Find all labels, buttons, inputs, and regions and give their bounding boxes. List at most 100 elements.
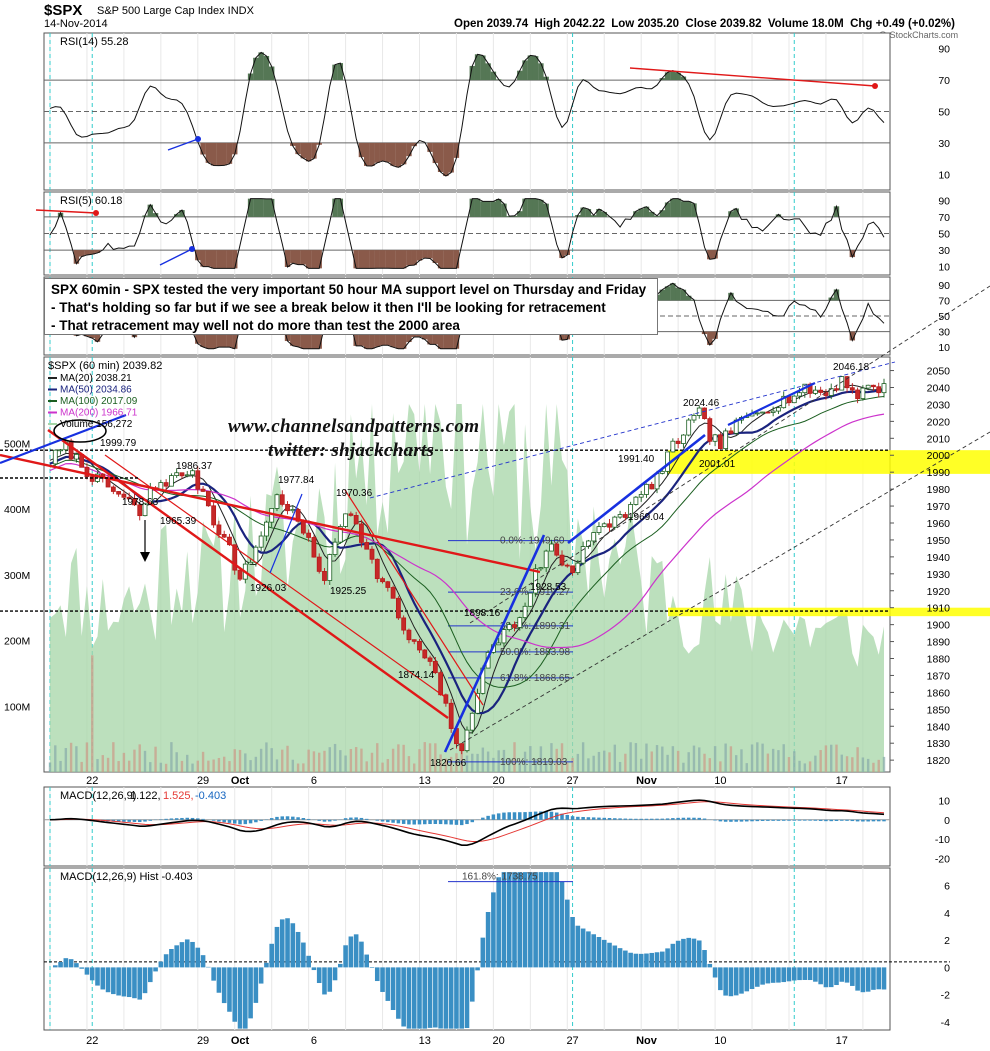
macd-tick-label: 10 <box>938 795 950 807</box>
x-tick-label: 27 <box>566 1035 578 1047</box>
price-tick-label: 1970 <box>927 501 951 513</box>
candle-body <box>295 509 301 522</box>
price-annotation: 1965.39 <box>160 516 197 527</box>
candle-body <box>649 483 655 490</box>
volume-bar <box>281 749 284 772</box>
volume-bar <box>64 748 68 772</box>
candle-body <box>348 513 354 516</box>
volume-bar <box>149 762 152 772</box>
price-annotation: 1999.79 <box>100 438 137 449</box>
volume-bar <box>154 746 157 772</box>
volume-bar <box>539 746 543 772</box>
candle-body <box>184 474 190 477</box>
volume-bar <box>344 755 347 772</box>
rsi-tick-label: 10 <box>938 262 950 274</box>
volume-bar <box>724 743 727 772</box>
candle-body <box>110 486 116 492</box>
price-tick-label: 1830 <box>927 738 951 750</box>
volume-bar <box>391 748 395 772</box>
volume-bar <box>571 757 574 772</box>
candle-body <box>126 496 132 500</box>
price-tick-label: 1840 <box>927 721 951 733</box>
trend-blue <box>727 382 816 426</box>
volume-bar <box>566 762 569 772</box>
x-tick-label: 20 <box>493 1035 505 1047</box>
volume-bar <box>407 756 411 772</box>
volume-bar <box>318 752 321 772</box>
candle-body <box>174 472 180 476</box>
support-band <box>668 607 990 617</box>
analysis-note: SPX 60min - SPX tested the very importan… <box>44 278 658 335</box>
candle-body <box>332 541 338 555</box>
candle-body <box>644 483 649 495</box>
price-tick-label: 1880 <box>927 654 951 666</box>
volume-bar <box>856 747 859 772</box>
candle-body <box>628 504 634 518</box>
candle-body <box>300 520 306 534</box>
volume-bar <box>180 760 184 772</box>
volume-bar <box>233 749 236 772</box>
volume-bar <box>502 749 506 772</box>
rsi-arrow-blue <box>159 248 193 266</box>
candle-body <box>696 407 702 416</box>
volume-bar <box>259 748 263 772</box>
panel-frame-rsi14 <box>43 32 891 191</box>
volume-bar <box>756 742 759 772</box>
volume-bar <box>882 756 886 772</box>
chart-credit: @ StockCharts.com <box>878 30 958 40</box>
rsi-line <box>49 51 885 177</box>
price-annotation: 1925.25 <box>330 586 367 597</box>
volume-bar <box>745 763 748 772</box>
volume-bar <box>238 749 242 772</box>
candle-body <box>881 383 887 394</box>
x-tick-label: Oct <box>231 1035 250 1047</box>
price-annotation: 1926.03 <box>250 583 287 594</box>
top-ellipse <box>53 419 107 443</box>
candle-body <box>343 513 348 527</box>
candle-body <box>227 536 232 546</box>
volume-bar <box>376 743 379 772</box>
volume-bar <box>106 757 110 772</box>
candle-body <box>812 389 818 394</box>
rsi-arrow-blue <box>167 138 199 151</box>
candle-body <box>369 548 375 560</box>
candle-body <box>306 532 312 538</box>
volume-bar <box>186 754 189 772</box>
trend-red <box>0 453 541 574</box>
price-annotation: 1970.36 <box>336 488 373 499</box>
candle-body <box>448 702 454 729</box>
candle-body <box>849 387 855 391</box>
candle-body <box>728 430 734 434</box>
note-line-1: SPX 60min - SPX tested the very importan… <box>51 282 647 297</box>
volume-bar <box>650 751 653 772</box>
candle-body <box>776 407 781 412</box>
fib-level-label: 61.8%: 1868.65 <box>500 673 570 684</box>
volume-bar <box>349 748 353 772</box>
volume-bar <box>449 756 453 772</box>
x-tick-label: 6 <box>311 1035 317 1047</box>
legend-label: MA(20) 2038.21 <box>60 373 132 384</box>
volume-bar <box>481 747 485 772</box>
legend-label: Volume 156,272 <box>60 419 133 430</box>
x-tick-label: 29 <box>197 1035 209 1047</box>
candle-body <box>121 493 127 498</box>
volume-bar <box>624 753 627 772</box>
candle-body <box>274 494 280 509</box>
volume-bar <box>808 761 812 772</box>
fib-level-label: 0.0%: 1949.60 <box>500 536 565 547</box>
x-tick-label: 10 <box>714 1035 726 1047</box>
volume-bar <box>370 752 374 772</box>
candle-body <box>691 415 697 421</box>
candle-body <box>717 434 723 450</box>
candle-body <box>712 434 718 442</box>
volume-bar <box>275 759 279 772</box>
volume-bar <box>708 758 712 772</box>
candle-body <box>264 521 269 537</box>
candle-body <box>443 694 449 704</box>
rsi-panel-label: RSI(14) 55.28 <box>60 36 128 48</box>
macd-tick-label: -20 <box>935 853 950 865</box>
macd-tick-label: -10 <box>935 834 950 846</box>
volume-bar <box>492 757 495 772</box>
fib-level-label: 50.0%: 1883.98 <box>500 647 570 658</box>
hist-panel-label: MACD(12,26,9) Hist -0.403 <box>60 871 193 883</box>
